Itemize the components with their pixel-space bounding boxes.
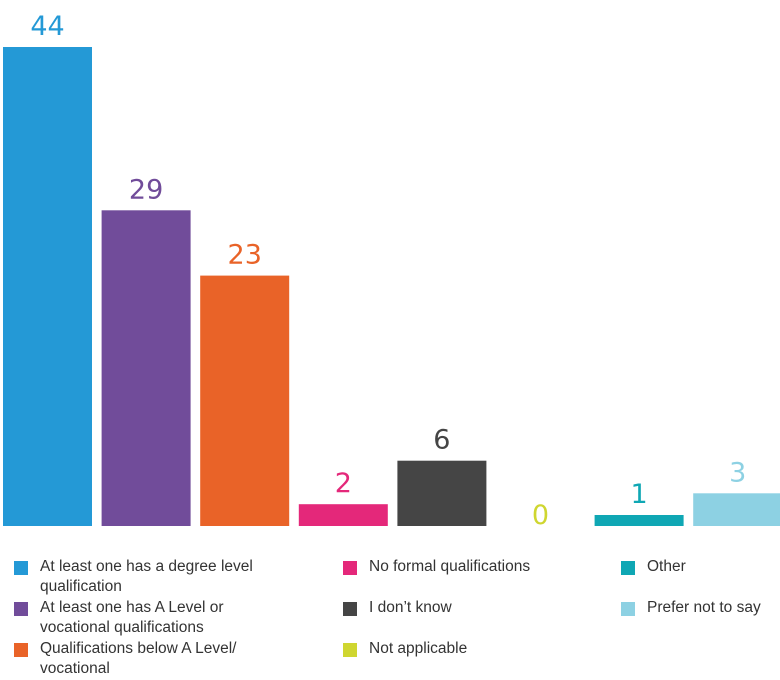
bar	[693, 493, 780, 526]
legend-swatch	[14, 643, 28, 657]
legend-swatch	[14, 602, 28, 616]
bar	[594, 515, 684, 526]
bar-value-label: 1	[631, 479, 648, 510]
legend-label: Prefer not to say	[647, 599, 761, 616]
bar	[3, 47, 92, 526]
legend-swatch	[14, 561, 28, 575]
legend-label: No formal qualifications	[369, 558, 531, 575]
bar	[298, 504, 388, 526]
chart-legend: At least one has a degree level qualifica…	[0, 553, 780, 680]
legend-item-prefer-not: Prefer not to say	[621, 598, 761, 618]
legend-swatch	[343, 643, 357, 657]
legend-item-below-a-level: Qualifications below A Level/vocational	[14, 639, 236, 679]
legend-item-dont-know: I don’t know	[343, 598, 452, 618]
legend-swatch	[343, 561, 357, 575]
legend-item-other: Other	[621, 557, 686, 577]
bar-value-label: 2	[335, 468, 352, 499]
legend-label: At least one has A Level or vocational qu…	[40, 599, 224, 636]
legend-swatch	[343, 602, 357, 616]
legend-item-no-formal: No formal qualifications	[343, 557, 530, 577]
legend-label: Other	[647, 558, 686, 575]
bar	[101, 210, 191, 527]
bar-value-label: 6	[433, 425, 450, 456]
legend-item-degree: At least one has a degree level qualifica…	[14, 557, 253, 597]
bar-value-label: 3	[729, 457, 746, 488]
legend-label: At least one has a degree level qualifica…	[40, 558, 253, 595]
legend-swatch	[621, 561, 635, 575]
bar	[200, 275, 290, 526]
bar	[397, 460, 487, 526]
bar-value-label: 44	[30, 11, 64, 42]
legend-item-not-applicable: Not applicable	[343, 639, 467, 659]
legend-item-a-level: At least one has A Level or vocational qu…	[14, 598, 224, 638]
bar-value-label: 29	[129, 174, 163, 205]
bar-chart: 44 29 23 2 6 0 1 3	[3, 11, 780, 531]
legend-label: Not applicable	[369, 640, 468, 657]
legend-swatch	[621, 602, 635, 616]
bar-value-label: 0	[532, 500, 549, 531]
legend-label: Qualifications below A Level/vocational	[40, 640, 237, 677]
legend-label: I don’t know	[369, 599, 452, 616]
bar-value-label: 23	[228, 240, 262, 271]
